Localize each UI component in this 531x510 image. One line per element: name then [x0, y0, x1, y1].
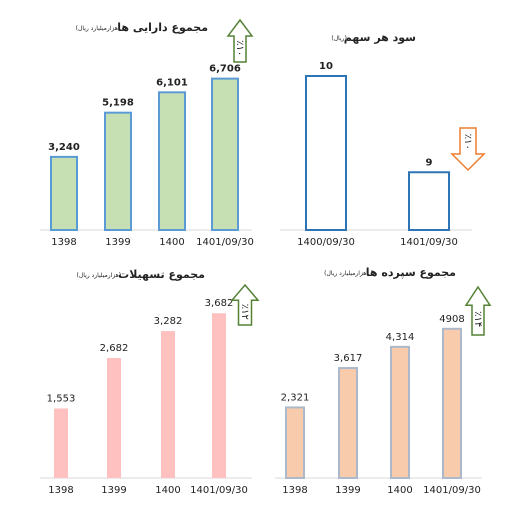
bar: [158, 91, 186, 231]
subtitle-text: (هزارمیلیارد ریال): [324, 270, 369, 277]
value-label: 5,198: [102, 98, 134, 109]
title-text: مجموع سپرده ها: [366, 266, 456, 279]
bar: [390, 345, 410, 479]
subtitle-text: (هزارمیلیارد ریال): [76, 25, 121, 32]
change-label: ٪۱۰: [234, 40, 245, 56]
x-tick-label: 1399: [105, 237, 130, 248]
value-label: 6,706: [209, 64, 241, 75]
bar: [285, 406, 305, 479]
x-tick-label: 1400: [155, 485, 180, 496]
bar: [54, 408, 68, 478]
x-tick-label: 1400: [387, 485, 412, 496]
change-arrow: [464, 285, 492, 336]
change-label: ٪۱۴: [472, 311, 483, 327]
subtitle-text: (هزارمیلیارد ریال): [77, 272, 122, 279]
change-label: ٪۱۰: [462, 134, 473, 150]
chart-title: مجموع سپرده ها(هزارمیلیارد ریال): [324, 266, 456, 279]
bar: [442, 327, 462, 480]
bar: [212, 313, 226, 478]
x-tick-label: 1401/09/30: [190, 485, 248, 496]
bar: [338, 367, 358, 480]
change-arrow: [226, 18, 254, 63]
chart-title: مجموع تسهیلات(هزارمیلیارد ریال): [77, 268, 205, 281]
x-tick-label: 1398: [51, 237, 76, 248]
subtitle-text: (ریال): [331, 35, 346, 42]
x-tick-label: 1401/09/30: [423, 485, 481, 496]
value-label: 3,682: [205, 298, 234, 309]
value-label: 3,240: [48, 142, 80, 153]
title-text: مجموع دارایی ها: [117, 21, 208, 34]
value-label: 6,101: [156, 77, 188, 88]
bar: [161, 331, 175, 478]
value-label: 4908: [439, 314, 464, 325]
x-tick-label: 1401/09/30: [400, 237, 458, 248]
chart-title: مجموع دارایی ها(هزارمیلیارد ریال): [76, 21, 208, 34]
value-label: 3,617: [334, 353, 363, 364]
value-label: 1,553: [47, 394, 76, 405]
x-tick-label: 1400: [159, 237, 184, 248]
title-text: سود هر سهم: [344, 31, 416, 44]
value-label: 2,682: [100, 343, 129, 354]
x-tick-label: 1398: [48, 485, 73, 496]
x-tick-label: 1398: [282, 485, 307, 496]
bar: [211, 77, 239, 231]
value-label: 9: [426, 157, 433, 168]
title-text: مجموع تسهیلات: [118, 268, 205, 281]
change-arrow: [450, 127, 486, 172]
change-arrow: [230, 283, 260, 326]
bar: [305, 75, 347, 231]
value-label: 3,282: [154, 316, 183, 327]
change-label: ٪۱۲: [239, 304, 250, 320]
bar: [104, 111, 132, 231]
value-label: 4,314: [386, 332, 415, 343]
chart-title: سود هر سهم(ریال): [331, 31, 416, 44]
x-tick-label: 1400/09/30: [297, 237, 355, 248]
value-label: 10: [319, 61, 333, 72]
bar: [50, 155, 78, 232]
x-tick-label: 1401/09/30: [196, 237, 254, 248]
x-tick-label: 1399: [335, 485, 360, 496]
x-tick-label: 1399: [101, 485, 126, 496]
bar: [408, 171, 450, 231]
value-label: 2,321: [281, 392, 310, 403]
bar: [107, 357, 121, 478]
